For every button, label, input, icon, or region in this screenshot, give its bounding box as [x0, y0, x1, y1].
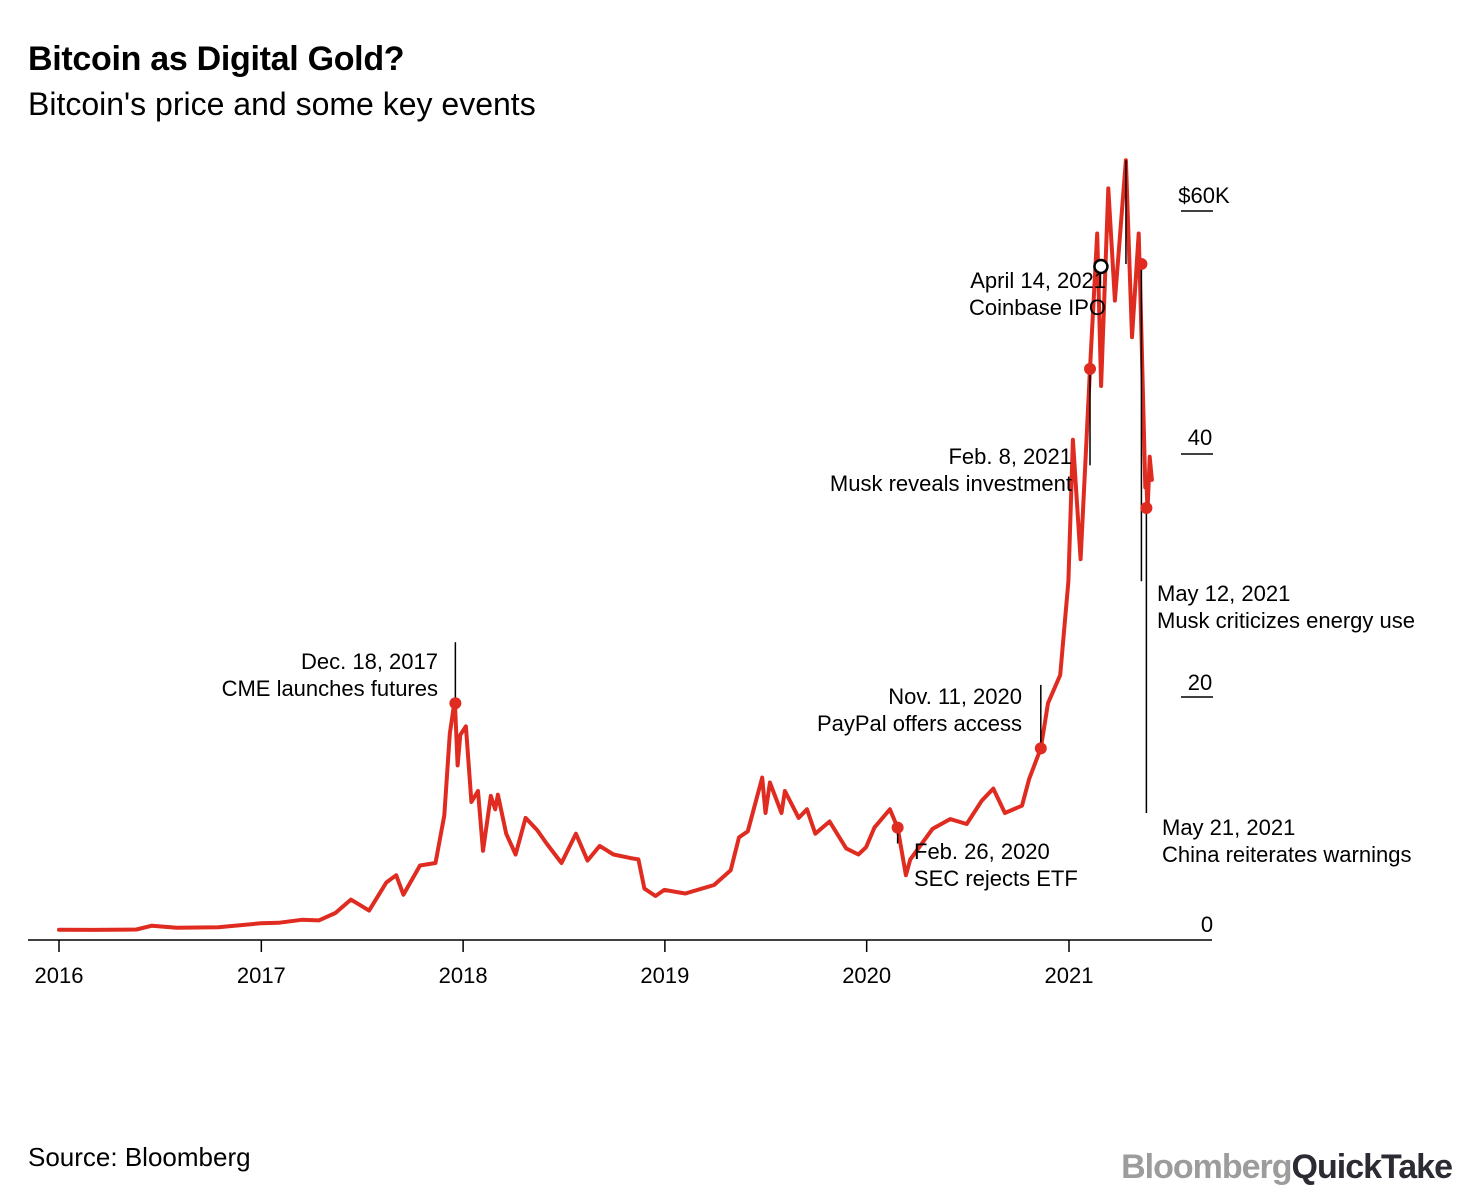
logo-quicktake: QuickTake: [1291, 1148, 1453, 1186]
logo-bloomberg: Bloomberg: [1121, 1148, 1292, 1186]
chart-subtitle: Bitcoin's price and some key events: [28, 86, 536, 122]
event-date-label: Feb. 8, 2021: [948, 444, 1072, 469]
bloomberg-quicktake-logo: BloombergQuickTake: [1121, 1148, 1453, 1187]
event-marker: [1135, 258, 1148, 270]
event-marker: [1140, 502, 1153, 514]
event-description-label: China reiterates warnings: [1162, 842, 1411, 867]
event-date-label: Feb. 26, 2020: [914, 839, 1050, 864]
x-tick-label: 2016: [35, 963, 84, 988]
event-description-label: SEC rejects ETF: [914, 866, 1078, 891]
event-date-label: May 21, 2021: [1162, 815, 1295, 840]
event-marker: [1084, 362, 1097, 375]
event-marker-hollow: [1093, 258, 1109, 275]
x-tick-label: 2019: [640, 963, 689, 988]
event-marker: [891, 821, 904, 834]
source-note: Source: Bloomberg: [28, 1142, 251, 1172]
x-tick-label: 2018: [439, 963, 488, 988]
y-tick-label: 20: [1188, 670, 1212, 695]
event-date-label: April 14, 2021: [970, 268, 1106, 293]
event-date-label: May 12, 2021: [1157, 581, 1290, 606]
price-line: [57, 158, 1154, 932]
event-date-label: Nov. 11, 2020: [888, 684, 1022, 709]
event-marker: [1034, 742, 1047, 755]
event-date-label: Dec. 18, 2017: [301, 649, 438, 674]
event-description-label: Musk reveals investment: [830, 471, 1072, 496]
y-tick-label: $60K: [1178, 183, 1230, 208]
x-tick-label: 2021: [1045, 963, 1094, 988]
event-description-label: Coinbase IPO: [969, 295, 1106, 320]
x-tick-label: 2017: [237, 963, 286, 988]
y-tick-label: 40: [1188, 425, 1212, 450]
event-description-label: PayPal offers access: [817, 711, 1022, 736]
y-tick-label: 0: [1201, 912, 1213, 937]
chart-title: Bitcoin as Digital Gold?: [28, 40, 405, 78]
event-description-label: CME launches futures: [222, 676, 438, 701]
event-marker: [449, 697, 462, 710]
event-description-label: Musk criticizes energy use: [1157, 608, 1415, 633]
x-tick-label: 2020: [842, 963, 891, 988]
